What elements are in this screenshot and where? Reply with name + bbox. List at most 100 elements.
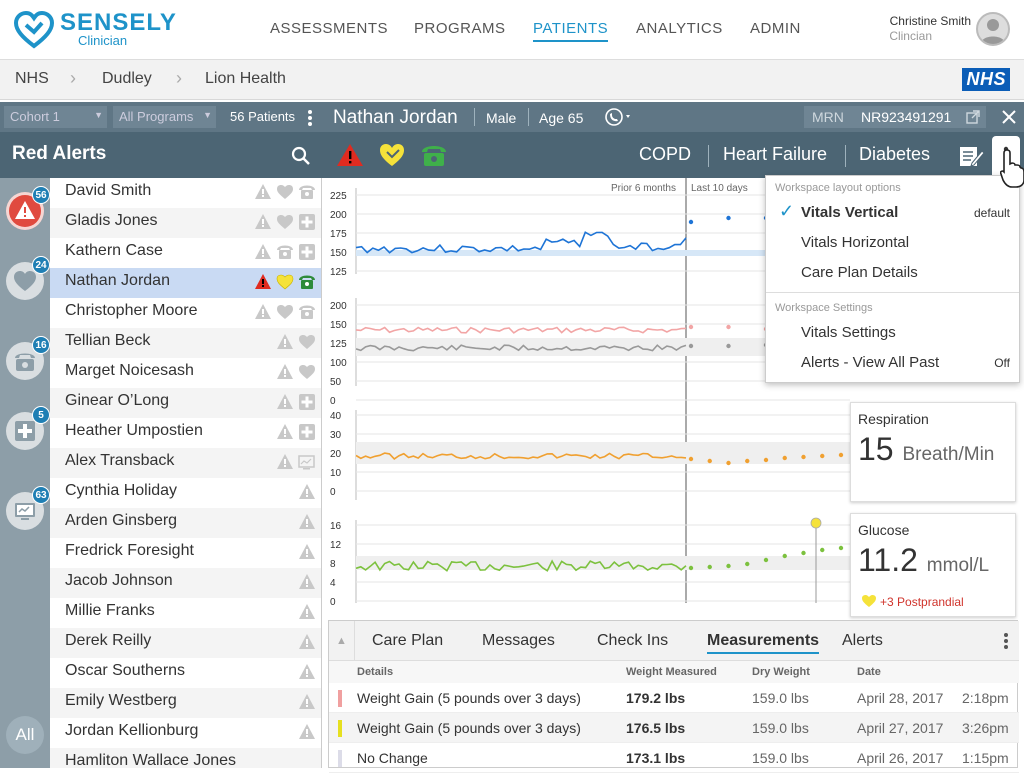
resp-point [763, 457, 769, 463]
resp-point [782, 455, 787, 461]
patient-row[interactable]: Hamliton Wallace Jones [50, 748, 321, 768]
patient-row[interactable]: Heather Umpostien [50, 418, 321, 448]
rail-all-button[interactable]: All [6, 716, 44, 754]
col-date[interactable]: Date [857, 666, 881, 678]
condition-copd[interactable]: COPD [639, 144, 692, 164]
menu-item-vitals-vertical[interactable]: ✓ Vitals Vertical default [766, 198, 1019, 228]
patient-row[interactable]: Cynthia Holiday [50, 478, 321, 508]
divider [845, 145, 846, 167]
axis-tick-label: 30 [330, 430, 342, 441]
nav-admin[interactable]: ADMIN [750, 20, 801, 37]
patient-row[interactable]: Millie Franks [50, 598, 321, 628]
rail-alerts-button[interactable]: 56 [6, 186, 50, 230]
heart-icon[interactable] [378, 142, 406, 168]
patient-row-name: Oscar Southerns [65, 662, 186, 679]
menu-item-vitals-horizontal[interactable]: Vitals Horizontal [766, 228, 1019, 258]
alert-triangle-icon[interactable] [336, 143, 364, 167]
patient-row[interactable]: Tellian Beck [50, 328, 321, 358]
col-dry-weight[interactable]: Dry Weight [752, 666, 810, 678]
tab-measurements[interactable]: Measurements [707, 632, 820, 654]
call-options-icon[interactable] [604, 107, 634, 127]
patient-row-name: Fredrick Foresight [65, 542, 194, 559]
patient-row[interactable]: Oscar Southerns [50, 658, 321, 688]
patient-row-icons [254, 183, 316, 203]
patient-row[interactable]: Gladis Jones [50, 208, 321, 238]
axis-tick-label: 20 [330, 449, 342, 460]
patient-row[interactable]: Derek Reilly [50, 628, 321, 658]
patient-row[interactable]: Marget Noicesash [50, 358, 321, 388]
cell-detail: Weight Gain (5 pounds over 3 days) [357, 690, 581, 706]
edit-notes-icon[interactable] [959, 144, 985, 168]
kebab-menu-icon[interactable] [1003, 632, 1009, 650]
phone-icon [299, 275, 315, 289]
rail-heart-button[interactable]: 24 [6, 256, 50, 300]
table-row[interactable]: Weight Gain (5 pounds over 3 days) 179.2 … [329, 683, 1019, 713]
rail-device-button[interactable]: 63 [6, 486, 50, 530]
close-icon[interactable] [1001, 109, 1017, 125]
nav-analytics[interactable]: ANALYTICS [636, 20, 723, 37]
device-icon [15, 503, 35, 520]
patient-row[interactable]: Nathan Jordan [50, 268, 321, 298]
col-weight-measured[interactable]: Weight Measured [626, 666, 717, 678]
patient-workspace: Nathan Jordan Male Age 65 MRN NR92349129… [322, 102, 1024, 773]
col-details[interactable]: Details [357, 666, 394, 678]
kebab-menu-icon[interactable] [307, 109, 313, 127]
tab-care-plan[interactable]: Care Plan [372, 632, 444, 649]
external-link-icon[interactable] [966, 110, 980, 124]
patient-row[interactable]: Kathern Case [50, 238, 321, 268]
phone-icon[interactable] [420, 142, 448, 168]
patient-row[interactable]: Arden Ginsberg [50, 508, 321, 538]
patient-row[interactable]: Jordan Kellionburg [50, 718, 321, 748]
table-row[interactable]: No Change 173.1 lbs 159.0 lbs April 26, 201… [329, 743, 1019, 773]
patient-row[interactable]: David Smith [50, 178, 321, 208]
tab-bar: ▲ Care Plan Messages Check Ins Measureme… [329, 621, 1019, 661]
condition-heart-failure[interactable]: Heart Failure [723, 144, 828, 164]
condition-diabetes[interactable]: Diabetes [859, 144, 931, 164]
tab-alerts[interactable]: Alerts [842, 632, 883, 649]
alert-triangle-icon [299, 724, 315, 739]
rail-cross-button[interactable]: 5 [6, 406, 50, 450]
menu-divider [766, 292, 1019, 293]
respiration-card[interactable]: Respiration 15 Breath/Min [850, 402, 1016, 502]
axis-tick-label: 125 [330, 267, 347, 278]
breadcrumb-lion-health[interactable]: Lion Health [205, 70, 286, 87]
patient-row[interactable]: Christopher Moore [50, 298, 321, 328]
alert-triangle-icon [299, 574, 315, 589]
resp-line [355, 452, 687, 460]
table-row[interactable]: Weight Gain (5 pounds over 3 days) 176.5 … [329, 713, 1019, 743]
alert-triangle-icon [299, 544, 315, 559]
bp-systolic-point [688, 324, 694, 330]
patient-row[interactable]: Ginear O’Long [50, 388, 321, 418]
weight-normal-band [356, 250, 850, 256]
glucose-card[interactable]: Glucose 11.2 mmol/L +3 Postprandial [850, 513, 1016, 617]
search-icon[interactable] [291, 146, 311, 166]
axis-tick-label: 200 [330, 210, 347, 221]
menu-item-label: Vitals Settings [801, 324, 896, 341]
patient-row-icons [298, 573, 316, 593]
menu-item-care-plan-details[interactable]: Care Plan Details [766, 258, 1019, 288]
patient-row[interactable]: Jacob Johnson [50, 568, 321, 598]
phone-icon [277, 245, 293, 259]
avatar[interactable] [976, 12, 1010, 46]
nav-assessments[interactable]: ASSESSMENTS [270, 20, 389, 37]
glucose-unit: mmol/L [926, 555, 990, 576]
nav-programs[interactable]: PROGRAMS [414, 20, 506, 37]
nav-patients[interactable]: PATIENTS [533, 20, 609, 42]
patient-row[interactable]: Alex Transback [50, 448, 321, 478]
breadcrumb-dudley[interactable]: Dudley [102, 70, 152, 87]
phone-icon [15, 353, 35, 371]
cohort-select[interactable]: Cohort 1 ▼ [4, 106, 107, 128]
rail-phone-button[interactable]: 16 [6, 336, 50, 380]
collapse-up-icon[interactable]: ▲ [329, 621, 355, 661]
bp-systolic-point [726, 324, 731, 330]
patient-row[interactable]: Emily Westberg [50, 688, 321, 718]
menu-item-alerts-view-all-past[interactable]: Alerts - View All Past Off [766, 348, 1019, 378]
tab-check-ins[interactable]: Check Ins [597, 632, 669, 649]
alert-triangle-icon [277, 424, 293, 439]
glucose-event-marker [810, 517, 822, 529]
programs-select[interactable]: All Programs ▼ [113, 106, 216, 128]
tab-messages[interactable]: Messages [482, 632, 555, 649]
patient-row[interactable]: Fredrick Foresight [50, 538, 321, 568]
menu-item-vitals-settings[interactable]: Vitals Settings [766, 318, 1019, 348]
breadcrumb-nhs[interactable]: NHS [15, 70, 49, 87]
